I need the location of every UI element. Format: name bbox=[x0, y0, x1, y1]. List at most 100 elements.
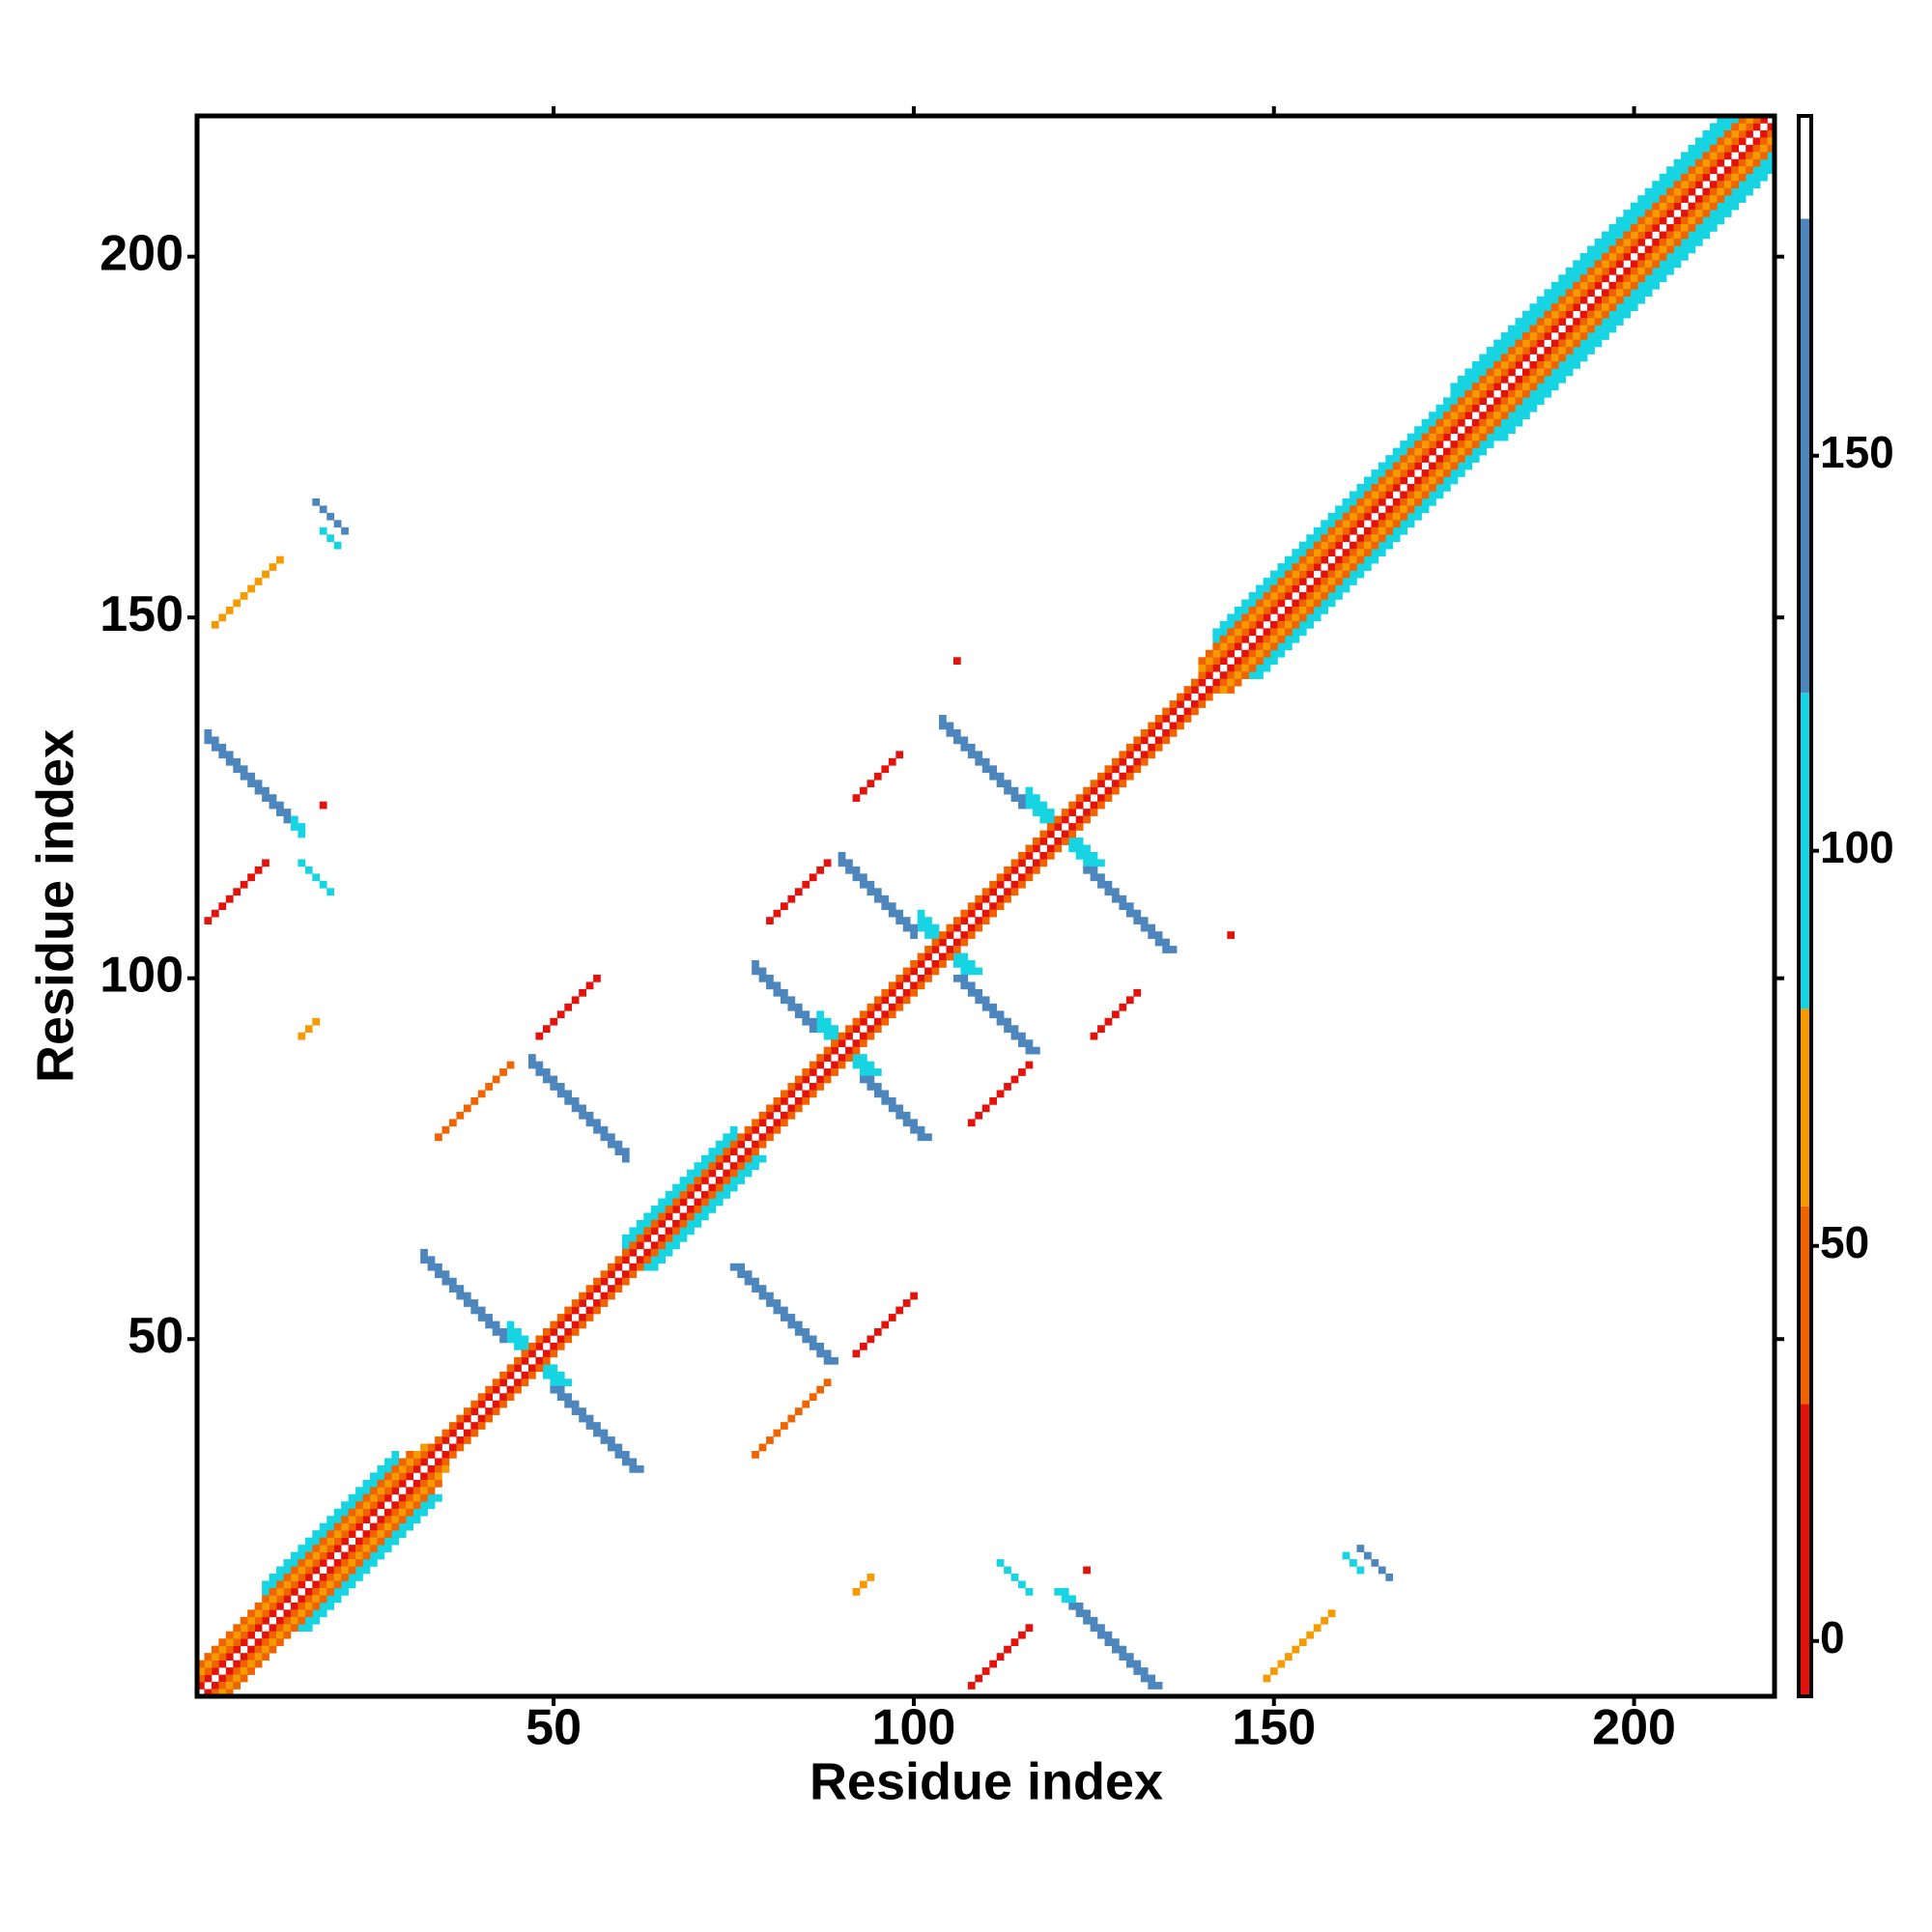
contact-cell bbox=[888, 981, 896, 990]
contact-cell bbox=[1558, 303, 1567, 311]
contact-cell bbox=[556, 1371, 565, 1379]
contact-cell bbox=[838, 1054, 846, 1062]
contact-cell bbox=[1652, 252, 1660, 261]
contact-cell bbox=[441, 1464, 450, 1473]
contact-cell bbox=[1429, 426, 1436, 434]
contact-cell bbox=[939, 931, 947, 939]
contact-cell bbox=[1212, 649, 1221, 658]
contact-cell bbox=[831, 1061, 838, 1069]
contact-cell bbox=[773, 1125, 781, 1134]
contact-cell bbox=[1421, 440, 1430, 448]
contact-cell bbox=[881, 1096, 890, 1105]
contact-cell bbox=[1125, 772, 1134, 781]
colorbar-segment bbox=[1799, 1404, 1811, 1696]
contact-cell bbox=[860, 1010, 867, 1019]
contact-cell bbox=[240, 772, 248, 781]
contact-cell bbox=[262, 859, 270, 867]
contact-cell bbox=[1392, 476, 1401, 485]
contact-cell bbox=[1342, 526, 1350, 535]
contact-cell bbox=[910, 1125, 918, 1134]
contact-cell bbox=[579, 988, 586, 997]
contact-cell bbox=[1442, 469, 1451, 477]
contact-cell bbox=[1450, 418, 1459, 427]
contact-cell bbox=[981, 1003, 990, 1011]
contact-cell bbox=[1760, 152, 1768, 160]
contact-cell bbox=[211, 1660, 219, 1668]
contact-cell bbox=[1104, 786, 1113, 795]
contact-cell bbox=[362, 1508, 371, 1517]
contact-cell bbox=[276, 1587, 284, 1596]
contact-cell bbox=[1313, 1624, 1321, 1633]
contact-cell bbox=[1442, 397, 1451, 406]
contact-cell bbox=[1746, 158, 1753, 167]
contact-cell bbox=[809, 1025, 817, 1034]
contact-cell bbox=[1284, 1653, 1293, 1661]
contact-cell bbox=[1292, 555, 1300, 564]
contact-cell bbox=[1723, 173, 1732, 182]
contact-cell bbox=[1738, 173, 1747, 182]
contact-cell bbox=[1558, 289, 1567, 298]
contact-cell bbox=[1731, 173, 1740, 182]
contact-cell bbox=[391, 1537, 400, 1546]
contact-cell bbox=[1097, 772, 1105, 781]
contact-cell bbox=[1241, 664, 1249, 672]
contact-cell bbox=[1522, 404, 1530, 412]
contact-cell bbox=[687, 1191, 695, 1199]
contact-cell bbox=[1717, 216, 1725, 225]
contact-cell bbox=[369, 1487, 378, 1495]
contact-cell bbox=[881, 1090, 890, 1098]
contact-cell bbox=[1292, 549, 1300, 556]
contact-cell bbox=[723, 1133, 731, 1142]
contact-cell bbox=[1579, 252, 1588, 261]
contact-cell bbox=[362, 1551, 371, 1560]
contact-cell bbox=[773, 1429, 781, 1437]
contact-cell bbox=[1594, 318, 1603, 326]
contact-cell bbox=[1256, 635, 1264, 643]
contact-cell bbox=[794, 1328, 803, 1336]
contact-cell bbox=[1327, 563, 1336, 571]
contact-cell bbox=[1615, 238, 1624, 246]
contact-cell bbox=[1010, 1075, 1019, 1084]
contact-cell bbox=[1442, 412, 1451, 420]
contact-cell bbox=[895, 1306, 904, 1315]
contact-cell bbox=[1471, 440, 1480, 448]
contact-cell bbox=[283, 809, 292, 816]
contact-cell bbox=[989, 888, 997, 896]
contact-cell bbox=[391, 1464, 400, 1473]
contact-cell bbox=[1097, 1631, 1105, 1639]
contact-cell bbox=[1594, 310, 1603, 319]
contact-cell bbox=[1234, 628, 1242, 637]
contact-cell bbox=[225, 1674, 234, 1683]
contact-cell bbox=[1298, 599, 1307, 608]
contact-cell bbox=[427, 1464, 436, 1473]
contact-cell bbox=[1148, 722, 1156, 730]
contact-cell bbox=[917, 923, 925, 932]
contact-cell bbox=[852, 1039, 861, 1047]
contact-cell bbox=[1429, 476, 1436, 485]
contact-cell bbox=[931, 960, 940, 968]
contact-cell bbox=[1385, 541, 1394, 550]
contact-cell bbox=[528, 1364, 536, 1373]
contact-cell bbox=[600, 1270, 609, 1279]
contact-cell bbox=[341, 1566, 349, 1575]
contact-cell bbox=[304, 1025, 313, 1034]
contact-cell bbox=[463, 1292, 471, 1300]
contact-cell bbox=[1133, 1660, 1142, 1668]
contact-cell bbox=[1723, 210, 1732, 217]
contact-cell bbox=[485, 1314, 494, 1321]
contact-cell bbox=[802, 1096, 810, 1105]
contact-cell bbox=[341, 1551, 349, 1560]
contact-cell bbox=[556, 1335, 565, 1344]
contact-cell bbox=[845, 866, 853, 874]
contact-cell bbox=[1623, 303, 1632, 311]
contact-cell bbox=[1183, 686, 1192, 694]
contact-cell bbox=[794, 1104, 803, 1113]
contact-cell bbox=[1623, 231, 1632, 240]
contact-cell bbox=[377, 1472, 385, 1481]
contact-cell bbox=[1681, 216, 1689, 225]
contact-cell bbox=[1090, 1032, 1098, 1040]
contact-cell bbox=[1522, 332, 1530, 340]
contact-cell bbox=[1154, 1682, 1163, 1690]
contact-cell bbox=[1111, 1010, 1120, 1019]
contact-cell bbox=[1731, 202, 1740, 211]
